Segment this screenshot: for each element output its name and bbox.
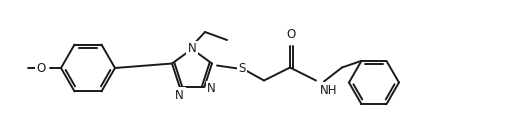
Text: O: O [286,27,296,41]
Text: NH: NH [320,84,337,97]
Text: S: S [238,62,246,75]
Text: N: N [207,83,216,95]
Text: O: O [37,61,46,75]
Text: N: N [188,42,196,55]
Text: N: N [175,89,184,102]
